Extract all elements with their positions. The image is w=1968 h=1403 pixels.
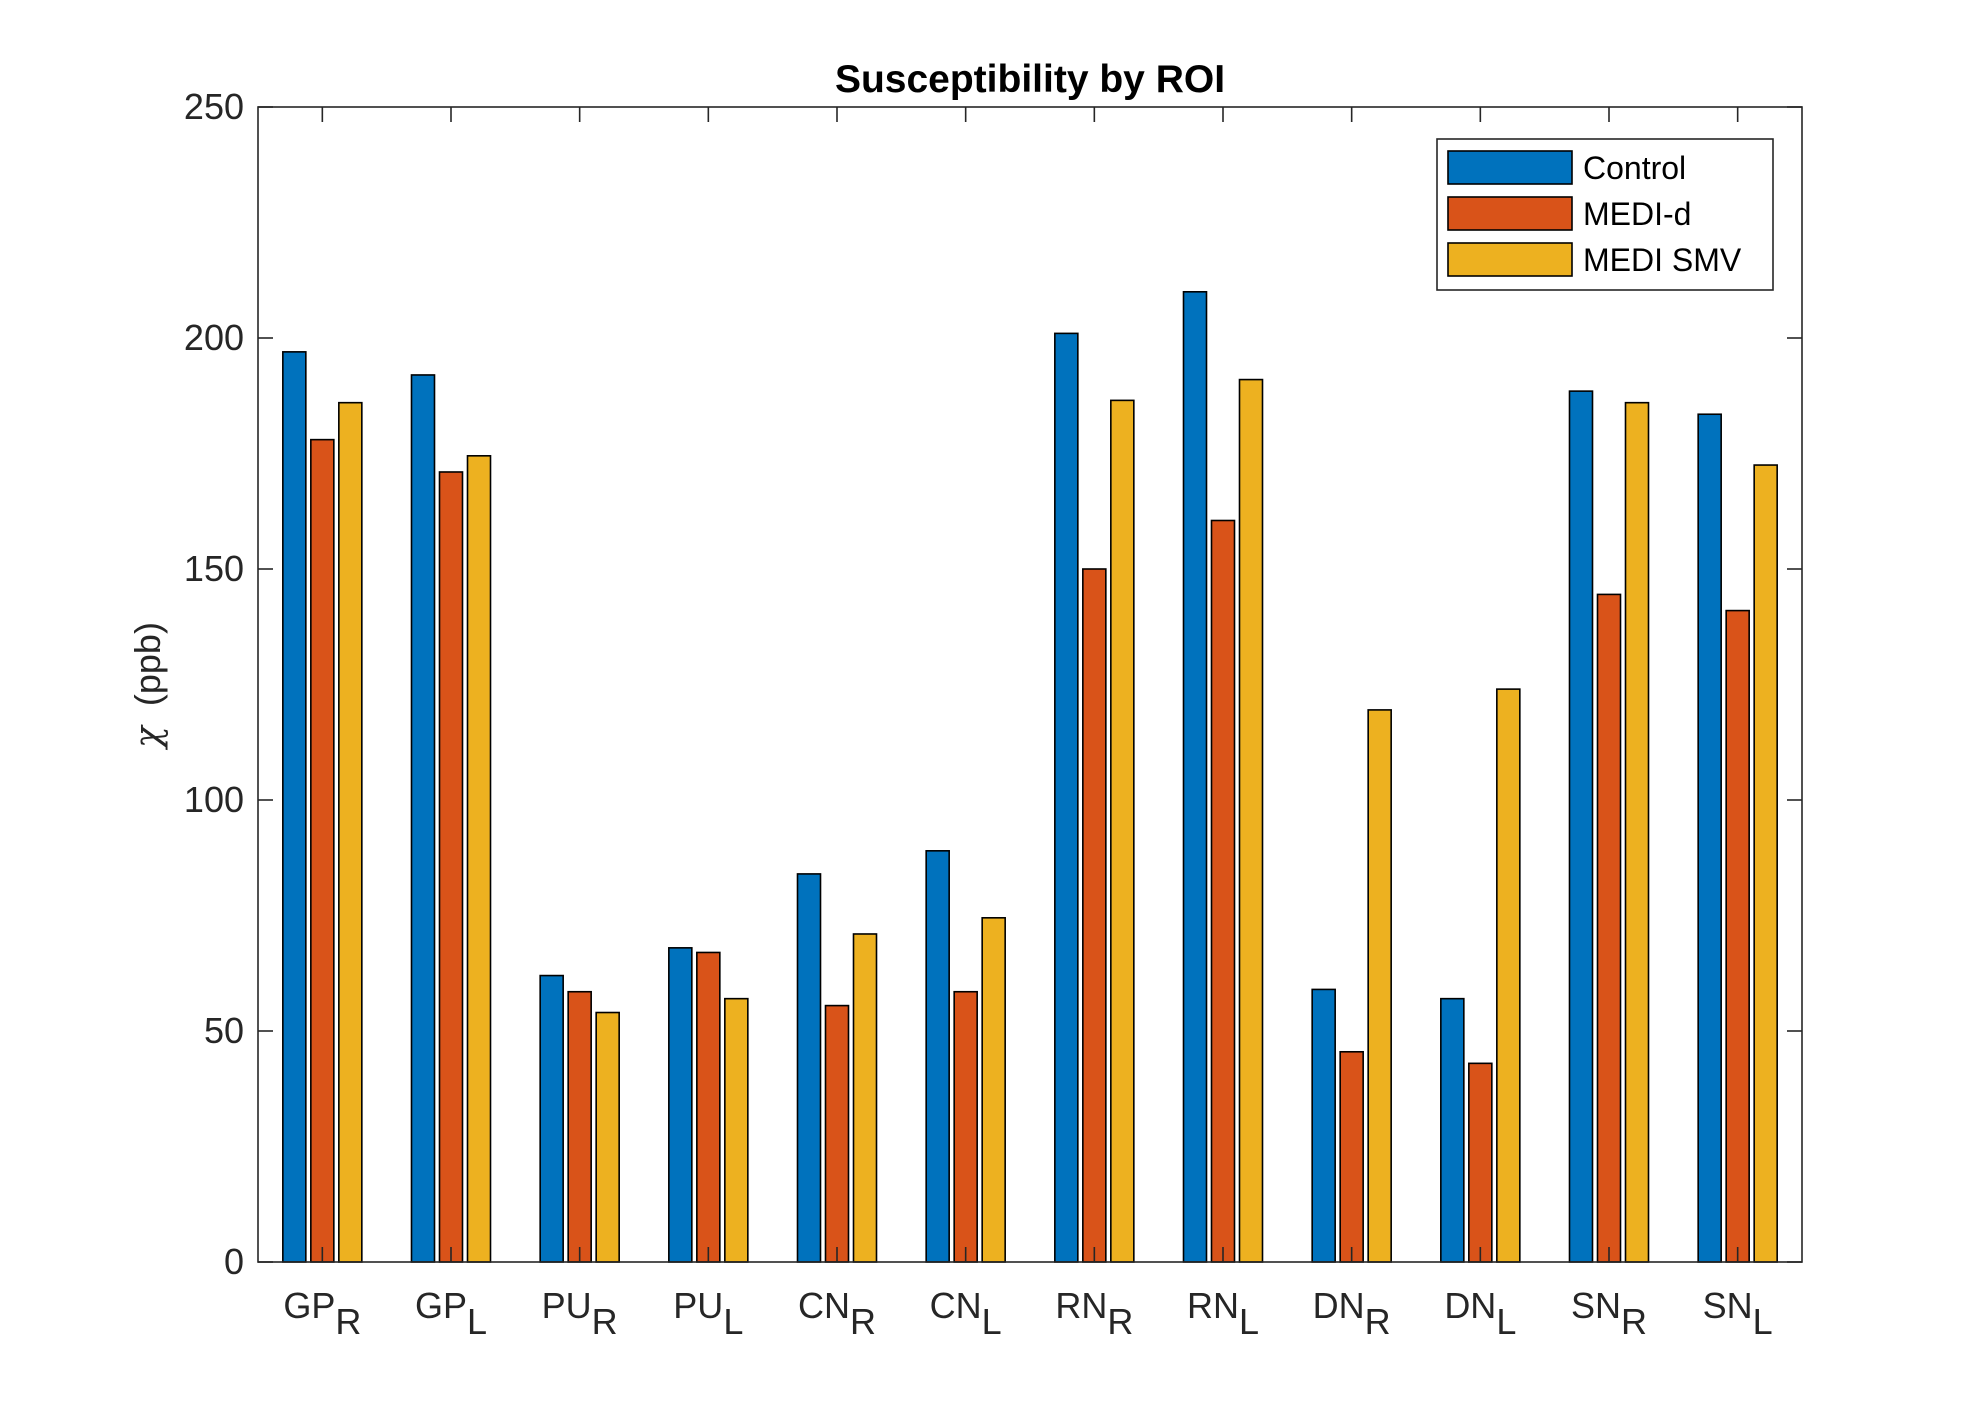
y-tick-label: 100 — [184, 779, 244, 820]
y-axis-symbol: χ — [128, 724, 169, 751]
bar-medi-smv-dn-l — [1496, 688, 1521, 1263]
legend-swatch — [1447, 196, 1573, 231]
bar-medi-d-gp-l — [438, 471, 464, 1263]
bars — [282, 290, 1778, 1263]
bar-medi-smv-pu-r — [595, 1011, 620, 1263]
chart-title: Susceptibility by ROI — [835, 58, 1225, 101]
x-tick-label-pu-r: PUR — [542, 1285, 618, 1342]
bar-medi-d-cn-r — [824, 1004, 850, 1263]
bar-control-gp-r — [282, 351, 307, 1263]
legend-item-medi-smv[interactable]: MEDI SMV — [1447, 242, 1742, 278]
axes — [257, 106, 1803, 1263]
y-tick-label: 200 — [184, 317, 244, 358]
y-axis-label: χ (ppb) — [127, 622, 169, 751]
bar-medi-smv-gp-l — [466, 455, 492, 1263]
bar-medi-d-sn-r — [1596, 593, 1622, 1263]
bar-medi-d-rn-r — [1082, 568, 1107, 1263]
x-tick-label-dn-l: DNL — [1444, 1285, 1516, 1342]
bar-control-gp-l — [410, 374, 436, 1263]
x-tick-label-sn-r: SNR — [1571, 1285, 1647, 1342]
x-tick-label-sn-l: SNL — [1703, 1285, 1773, 1342]
bar-control-dn-r — [1311, 988, 1336, 1263]
bar-medi-smv-cn-r — [852, 933, 878, 1263]
bar-control-sn-l — [1697, 413, 1722, 1263]
legend[interactable]: Control MEDI-d MEDI SMV — [1436, 138, 1774, 291]
x-tick-label-pu-l: PUL — [673, 1285, 743, 1342]
bar-medi-d-pu-r — [567, 990, 592, 1263]
y-tick-label: 150 — [184, 548, 244, 589]
x-tick-label-dn-r: DNR — [1313, 1285, 1391, 1342]
legend-swatch — [1447, 242, 1573, 277]
bar-medi-d-dn-r — [1339, 1050, 1364, 1263]
bar-control-rn-r — [1054, 332, 1079, 1263]
y-tick-label: 50 — [204, 1010, 244, 1051]
x-tick-label-cn-l: CNL — [930, 1285, 1002, 1342]
x-tick-label-cn-r: CNR — [798, 1285, 876, 1342]
bar-control-pu-r — [539, 974, 564, 1263]
x-tick-label-rn-r: RNR — [1055, 1285, 1133, 1342]
x-tick-label-gp-r: GPR — [283, 1285, 361, 1342]
legend-item-control[interactable]: Control — [1447, 150, 1686, 186]
bar-medi-d-dn-l — [1468, 1062, 1493, 1263]
bar-control-dn-l — [1440, 997, 1465, 1263]
bar-medi-smv-rn-r — [1110, 399, 1135, 1263]
y-tick-label: 0 — [224, 1241, 244, 1282]
bar-medi-smv-cn-l — [981, 917, 1006, 1263]
y-axis-unit: (ppb) — [127, 622, 168, 706]
legend-item-medi-d[interactable]: MEDI-d — [1447, 196, 1691, 232]
legend-label: Control — [1583, 150, 1686, 186]
bar-medi-d-rn-l — [1210, 519, 1236, 1263]
legend-label: MEDI SMV — [1583, 242, 1742, 278]
bar-medi-smv-sn-r — [1624, 401, 1650, 1263]
y-tick-label: 250 — [184, 86, 244, 127]
bar-medi-d-cn-l — [953, 990, 978, 1263]
bar-medi-smv-pu-l — [724, 997, 749, 1263]
bar-control-pu-l — [668, 947, 693, 1263]
bar-medi-smv-dn-r — [1367, 709, 1392, 1263]
bar-control-sn-r — [1568, 390, 1594, 1263]
bar-medi-smv-rn-l — [1238, 378, 1264, 1263]
legend-label: MEDI-d — [1583, 196, 1691, 232]
bar-medi-d-gp-r — [310, 438, 335, 1263]
svg-text:χ (ppb): χ (ppb) — [127, 622, 169, 751]
plot-area — [258, 107, 1802, 1262]
bar-control-cn-r — [796, 873, 822, 1263]
axes-box — [257, 106, 1803, 1263]
bar-medi-smv-gp-r — [338, 401, 363, 1263]
x-tick-label-gp-l: GPL — [415, 1285, 487, 1342]
x-tick-label-rn-l: RNL — [1187, 1285, 1259, 1342]
bar-medi-smv-sn-l — [1753, 464, 1778, 1263]
legend-swatch — [1447, 150, 1573, 185]
bar-medi-d-pu-l — [696, 951, 721, 1263]
bar-control-cn-l — [925, 850, 950, 1263]
bar-control-rn-l — [1182, 290, 1208, 1263]
bar-medi-d-sn-l — [1725, 609, 1750, 1263]
tick-labels: 0 50 100 150 200 250 GPR GPL PUR PUL CNR CNL RNR RNL D… — [184, 86, 1773, 1342]
